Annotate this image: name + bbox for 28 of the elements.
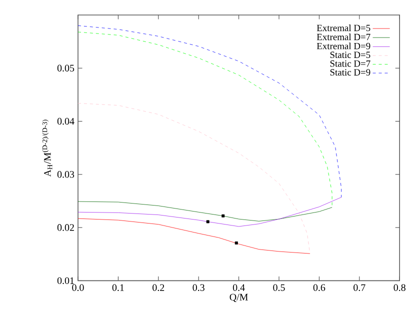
legend-label: Extremal D=7 — [316, 34, 370, 40]
x-tick-label: 0.8 — [394, 284, 406, 291]
line-series — [78, 197, 342, 227]
line-series — [78, 201, 332, 222]
point — [234, 241, 238, 244]
y-tick-label: 0.02 — [57, 224, 74, 231]
x-tick-label: 0.4 — [232, 284, 245, 291]
legend-label: Static D=5 — [330, 52, 370, 58]
legend-label: Extremal D=9 — [316, 42, 370, 50]
x-tick-label: 0.6 — [313, 284, 326, 291]
legend-label: Static D=9 — [330, 69, 370, 76]
x-tick-label: 0.5 — [273, 284, 285, 291]
point — [222, 214, 225, 218]
x-tick-label: 0.0 — [72, 284, 84, 291]
y-axis-title: A$_{H}$/M$^{(D-2)/(D-3)}$ — [42, 120, 52, 177]
x-tick-label: 0.2 — [152, 284, 164, 291]
x-tick-label: 0.1 — [112, 284, 124, 291]
y-tick-label: 0.01 — [57, 277, 74, 284]
y-tick-label: 0.03 — [57, 171, 74, 178]
y-tick-label: 0.04 — [57, 118, 74, 125]
legend-label: Static D=7 — [330, 60, 370, 67]
line-series — [78, 218, 310, 254]
x-tick-label: 0.7 — [354, 284, 366, 291]
legend-label: Extremal D=5 — [316, 24, 370, 32]
x-tick-label: 0.3 — [192, 284, 204, 291]
x-axis-title: Q/M — [230, 294, 248, 302]
y-tick-label: 0.05 — [57, 64, 74, 72]
point — [206, 220, 210, 224]
